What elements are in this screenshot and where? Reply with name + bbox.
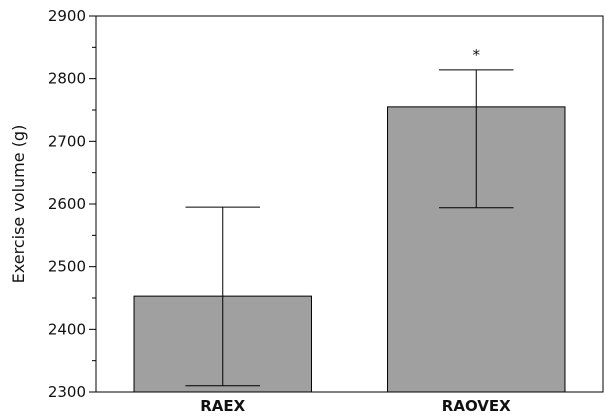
y-axis-ticks: 2300 2400 2500 2600 2700 2800 2900 <box>48 7 96 401</box>
y-axis-title: Exercise volume (g) <box>9 125 28 284</box>
y-tick-label: 2800 <box>48 70 86 88</box>
y-tick-label: 2700 <box>48 132 86 150</box>
y-tick-label: 2400 <box>48 320 86 338</box>
y-tick-label: 2600 <box>48 195 86 213</box>
x-axis-labels: RAEX RAOVEX <box>200 397 511 415</box>
plot-frame <box>95 15 604 393</box>
annotations: * <box>473 46 481 64</box>
y-tick-label: 2900 <box>48 7 86 25</box>
error-bars <box>185 69 514 387</box>
y-tick-label: 2300 <box>48 383 86 401</box>
x-category-label: RAOVEX <box>442 397 511 415</box>
y-tick-label: 2500 <box>48 258 86 276</box>
bars <box>133 106 566 393</box>
error-bar-raovex <box>438 69 514 209</box>
significance-marker: * <box>473 46 481 64</box>
error-bar-raex <box>185 206 261 387</box>
x-category-label: RAEX <box>200 397 245 415</box>
